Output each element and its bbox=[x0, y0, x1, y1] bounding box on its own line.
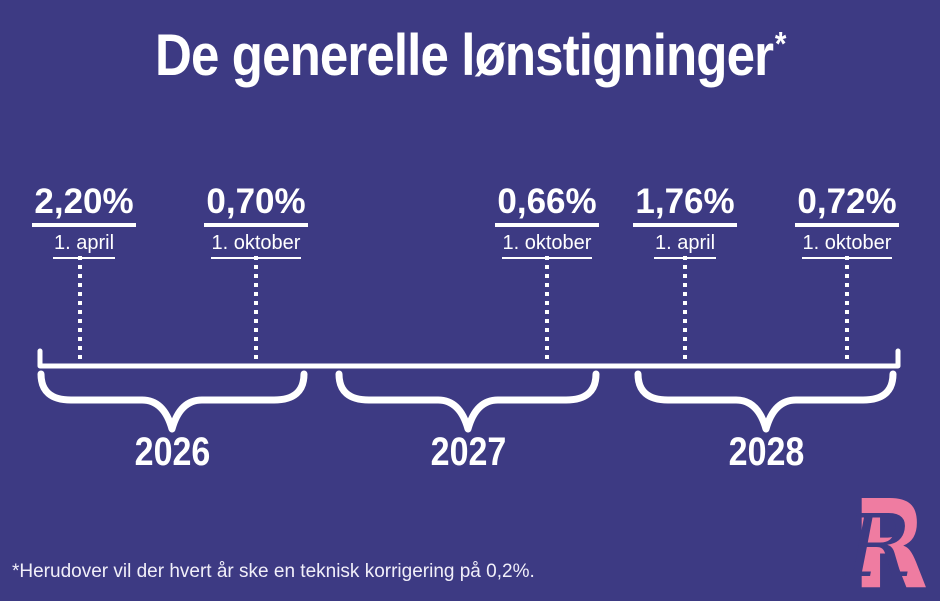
regioner-logo: R R bbox=[846, 474, 928, 616]
brace-2026 bbox=[37, 370, 308, 433]
dotted-leader-line bbox=[845, 256, 849, 360]
footnote: *Herudover vil der hvert år ske en tekni… bbox=[12, 561, 535, 582]
dotted-leader-line bbox=[78, 256, 82, 360]
year-label-2027: 2027 bbox=[430, 430, 506, 474]
increase-date: 1. oktober bbox=[801, 232, 893, 259]
title-text: De generelle lønstigninger bbox=[154, 23, 774, 88]
logo-letter-pink: R bbox=[852, 474, 928, 616]
increase-label-2026-april: 2,20% 1. april bbox=[0, 182, 168, 259]
increase-value: 0,66% bbox=[495, 182, 599, 227]
brace-2028 bbox=[634, 370, 897, 433]
logo-letter-cutout: R bbox=[846, 497, 911, 597]
title-asterisk: * bbox=[774, 25, 787, 63]
increase-label-2028-oktober: 0,72% 1. oktober bbox=[763, 182, 931, 259]
increase-value: 2,20% bbox=[32, 182, 136, 227]
timeline-axis bbox=[37, 348, 901, 369]
increase-date: 1. april bbox=[52, 232, 116, 259]
increase-date: 1. oktober bbox=[210, 232, 302, 259]
page-title: De generelle lønstigninger* bbox=[0, 22, 940, 89]
timeline-axis-and-braces bbox=[37, 348, 901, 433]
increase-label-2026-oktober: 0,70% 1. oktober bbox=[172, 182, 340, 259]
increase-value: 0,70% bbox=[204, 182, 308, 227]
increase-date: 1. oktober bbox=[501, 232, 593, 259]
year-label-2028: 2028 bbox=[728, 430, 804, 474]
year-label-2026: 2026 bbox=[134, 430, 210, 474]
increase-label-2027-oktober: 0,66% 1. oktober bbox=[463, 182, 631, 259]
brace-2027 bbox=[335, 370, 600, 433]
increase-date: 1. april bbox=[653, 232, 717, 259]
dotted-leader-line bbox=[683, 256, 687, 360]
increase-value: 0,72% bbox=[795, 182, 899, 227]
dotted-leader-line bbox=[254, 256, 258, 360]
dotted-leader-line bbox=[545, 256, 549, 360]
increase-label-2028-april: 1,76% 1. april bbox=[601, 182, 769, 259]
increase-value: 1,76% bbox=[633, 182, 737, 227]
